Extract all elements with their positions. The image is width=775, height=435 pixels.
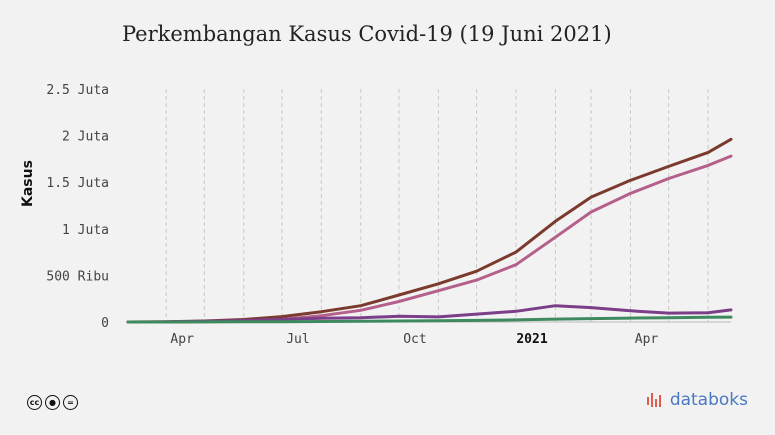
y-axis-ticks: 0 500 Ribu 1 Juta 1.5 Juta 2 Juta 2.5 Juta <box>46 83 109 331</box>
brand-name: databoks <box>669 390 748 410</box>
y-tick-label: 0 <box>101 316 109 331</box>
y-tick-label: 500 Ribu <box>46 269 109 284</box>
nd-icon[interactable]: = <box>63 395 78 410</box>
series-line-4[interactable] <box>126 315 733 324</box>
page-title: Perkembangan Kasus Covid-19 (19 Juni 202… <box>122 22 612 46</box>
by-icon[interactable]: ● <box>45 395 60 410</box>
x-tick-label: Apr <box>170 332 194 347</box>
x-tick-label: Apr <box>635 332 659 347</box>
x-tick-label: Oct <box>403 332 426 347</box>
x-axis-ticks: Apr Jul Oct 2021 Apr <box>170 332 658 347</box>
x-tick-label: 2021 <box>516 332 547 347</box>
chart-series <box>126 137 733 324</box>
line-chart: 0 500 Ribu 1 Juta 1.5 Juta 2 Juta 2.5 Juta Ap… <box>46 83 733 347</box>
y-tick-label: 1.5 Juta <box>46 176 109 191</box>
y-tick-label: 2 Juta <box>62 130 109 145</box>
y-tick-label: 1 Juta <box>62 223 109 238</box>
y-tick-label: 2.5 Juta <box>46 83 109 98</box>
cc-icon[interactable]: cc <box>27 395 42 410</box>
series-line-2[interactable] <box>126 154 733 324</box>
license-icons: cc ● = <box>27 395 78 410</box>
brand-logo[interactable]: databoks <box>646 390 748 410</box>
databoks-logo-icon <box>646 393 661 407</box>
x-tick-label: Jul <box>286 332 309 347</box>
